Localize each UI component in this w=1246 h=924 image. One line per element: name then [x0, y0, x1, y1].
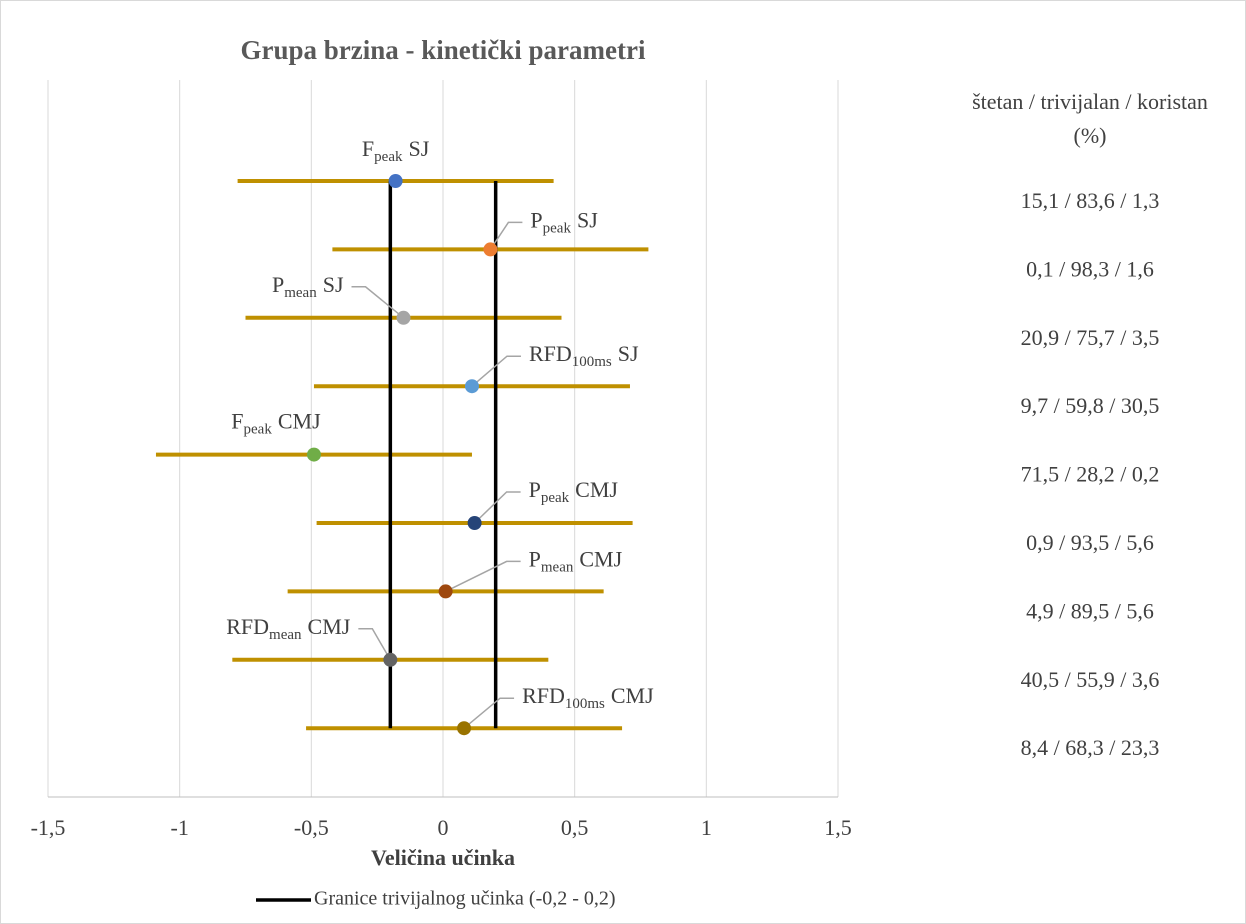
- point: [388, 174, 403, 188]
- point: [483, 242, 498, 257]
- label-sub: 100ms: [565, 697, 605, 713]
- point-label: Ppeak SJ: [530, 207, 598, 236]
- legend-label: Granice trivijalnog učinka (-0,2 - 0,2): [314, 888, 616, 910]
- point: [383, 652, 398, 667]
- label-main: P: [272, 272, 284, 297]
- x-tick-label: -1: [171, 815, 189, 840]
- x-axis-title: Veličina učinka: [371, 845, 515, 870]
- point: [306, 447, 321, 462]
- leader-line: [471, 355, 521, 387]
- label-sub: peak: [244, 422, 273, 438]
- point-label: Pmean CMJ: [529, 546, 623, 575]
- x-tick-label: 0: [438, 815, 449, 840]
- chart-title: Grupa brzina - kinetički parametri: [241, 35, 646, 65]
- label-main: RFD: [226, 614, 269, 639]
- label-suffix: CMJ: [579, 546, 622, 571]
- label-main: P: [530, 207, 542, 232]
- leader-line: [445, 560, 521, 593]
- point-label: RFDmean CMJ: [226, 614, 351, 643]
- label-suffix: SJ: [577, 207, 598, 232]
- point-label: RFD100ms CMJ: [522, 683, 654, 712]
- label-sub: peak: [541, 490, 570, 506]
- label-sub: 100ms: [572, 355, 612, 371]
- point: [438, 584, 453, 599]
- label-suffix: CMJ: [278, 409, 321, 434]
- label-suffix: CMJ: [575, 477, 618, 502]
- label-main: RFD: [522, 683, 565, 708]
- label-sub: peak: [374, 149, 403, 165]
- point: [396, 310, 411, 325]
- x-tick-label: -0,5: [294, 815, 329, 840]
- label-sub: mean: [541, 560, 574, 576]
- side-value: 0,1 / 98,3 / 1,6: [1026, 256, 1154, 281]
- x-tick-label: -1,5: [31, 815, 66, 840]
- leader-line: [489, 221, 523, 250]
- label-suffix: SJ: [323, 272, 344, 297]
- label-sub: mean: [269, 627, 302, 643]
- side-value: 0,9 / 93,5 / 5,6: [1026, 530, 1154, 555]
- point: [467, 516, 482, 530]
- point-label: RFD100ms SJ: [529, 341, 639, 370]
- label-sub: mean: [284, 285, 317, 301]
- point-label: Fpeak CMJ: [231, 409, 321, 438]
- label-suffix: CMJ: [308, 614, 351, 639]
- x-tick-label: 1,5: [824, 815, 852, 840]
- label-sub: peak: [543, 221, 572, 237]
- leader-line: [463, 697, 515, 729]
- point: [464, 379, 479, 394]
- label-main: RFD: [529, 341, 572, 366]
- label-suffix: SJ: [408, 136, 429, 161]
- side-value: 71,5 / 28,2 / 0,2: [1021, 462, 1160, 487]
- side-value: 15,1 / 83,6 / 1,3: [1021, 188, 1160, 213]
- leader-line: [474, 491, 521, 524]
- point-label: Ppeak CMJ: [529, 477, 619, 506]
- point: [457, 721, 472, 736]
- label-main: F: [231, 409, 243, 434]
- leader-line: [358, 628, 391, 661]
- side-value: 40,5 / 55,9 / 3,6: [1021, 667, 1160, 692]
- label-suffix: CMJ: [611, 683, 654, 708]
- side-header: štetan / trivijalan / koristan: [972, 89, 1208, 114]
- side-value: 8,4 / 68,3 / 23,3: [1021, 735, 1160, 760]
- point-label: Fpeak SJ: [362, 136, 430, 165]
- label-suffix: SJ: [618, 341, 639, 366]
- label-main: P: [529, 546, 541, 571]
- label-main: F: [362, 136, 374, 161]
- x-tick-label: 1: [701, 815, 712, 840]
- side-header: (%): [1074, 123, 1107, 148]
- side-value: 20,9 / 75,7 / 3,5: [1021, 325, 1160, 350]
- x-tick-label: 0,5: [561, 815, 589, 840]
- side-value: 4,9 / 89,5 / 5,6: [1026, 598, 1154, 623]
- side-value: 9,7 / 59,8 / 30,5: [1021, 393, 1160, 418]
- leader-line: [351, 286, 404, 319]
- label-main: P: [529, 477, 541, 502]
- point-label: Pmean SJ: [272, 272, 344, 301]
